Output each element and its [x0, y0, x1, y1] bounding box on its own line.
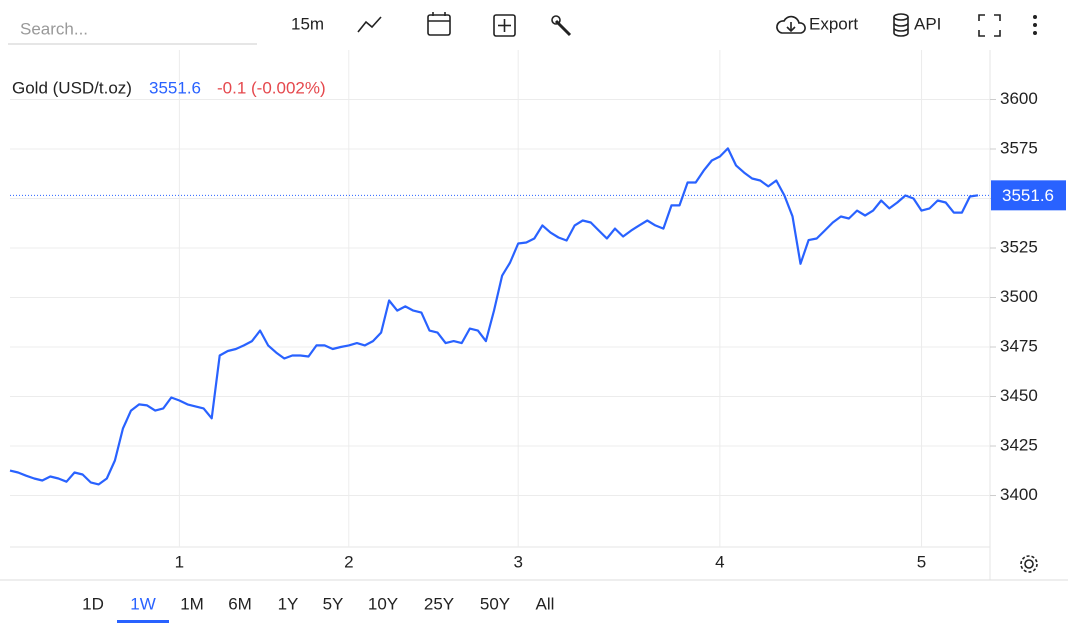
last-price-label: 3551.6: [1002, 186, 1054, 205]
api-button[interactable]: API: [914, 14, 941, 33]
x-tick-label: 4: [715, 552, 724, 571]
export-icon[interactable]: [776, 15, 806, 34]
plot: [9, 50, 990, 547]
y-tick-label: 3500: [1000, 287, 1038, 306]
y-tick-label: 3400: [1000, 485, 1038, 504]
range-button[interactable]: 1D: [82, 594, 104, 613]
range-button[interactable]: 25Y: [424, 594, 454, 613]
last-price-tag: [991, 180, 1066, 211]
range-button[interactable]: 1M: [180, 594, 204, 613]
y-tick-label: 3475: [1000, 336, 1038, 355]
calendar-icon[interactable]: [427, 12, 451, 36]
interval-button[interactable]: 15m: [291, 14, 324, 33]
x-tick-label: 5: [917, 552, 926, 571]
tools-icon[interactable]: [551, 15, 572, 37]
price-line: [9, 147, 979, 486]
x-tick-label: 3: [513, 552, 522, 571]
fullscreen-icon[interactable]: [978, 14, 1001, 37]
range-button[interactable]: 10Y: [368, 594, 398, 613]
range-button[interactable]: 50Y: [480, 594, 510, 613]
y-tick-label: 3450: [1000, 386, 1038, 405]
chart-type-icon[interactable]: [357, 16, 382, 33]
range-button[interactable]: 6M: [228, 594, 252, 613]
compare-icon[interactable]: [493, 14, 516, 37]
range-button[interactable]: 1Y: [278, 594, 299, 613]
api-icon[interactable]: [893, 13, 909, 37]
y-tick-label: 3525: [1000, 237, 1038, 256]
range-button[interactable]: All: [536, 594, 555, 613]
x-tick-label: 1: [175, 552, 184, 571]
menu-icon[interactable]: [1033, 15, 1037, 35]
range-button[interactable]: 1W: [130, 594, 156, 613]
export-button[interactable]: Export: [809, 14, 858, 33]
x-tick-label: 2: [344, 552, 353, 571]
settings-icon[interactable]: [1020, 555, 1038, 573]
range-active-underline: [117, 620, 169, 623]
legend-name: Gold (USD/t.oz): [12, 78, 132, 97]
y-tick-label: 3600: [1000, 89, 1038, 108]
search-box[interactable]: Search...: [20, 19, 88, 38]
legend-last-value: 3551.6: [149, 78, 201, 97]
range-button[interactable]: 5Y: [323, 594, 344, 613]
y-tick-label: 3425: [1000, 436, 1038, 455]
legend-change: -0.1 (-0.002%): [217, 78, 326, 97]
y-tick-label: 3575: [1000, 138, 1038, 157]
